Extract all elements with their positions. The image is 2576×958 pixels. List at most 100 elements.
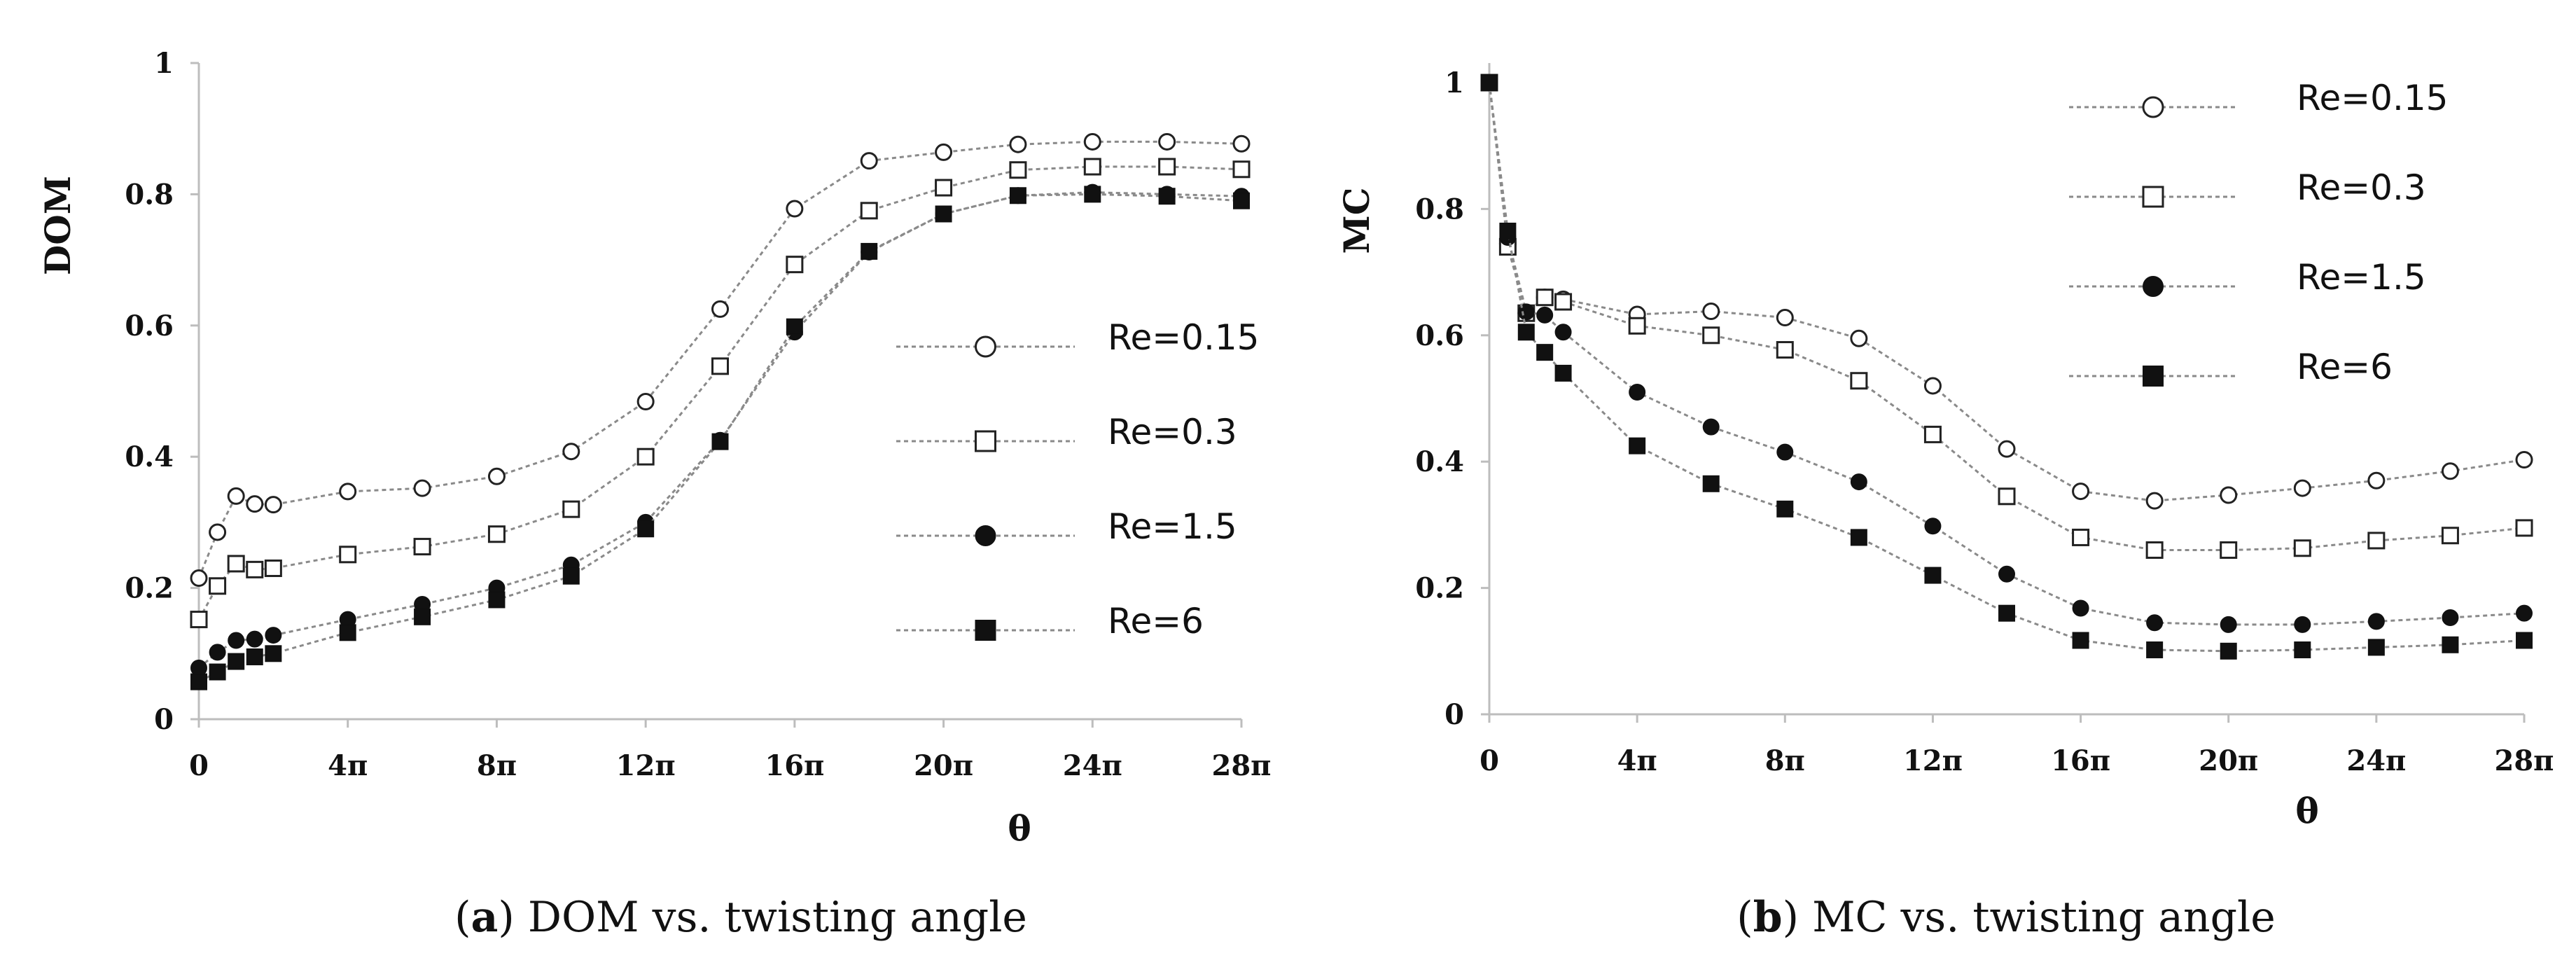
data-point [246, 630, 263, 648]
panel-b-caption-text: MC vs. twisting angle [1812, 893, 2276, 942]
legend-item: Re=6 [2069, 347, 2393, 387]
data-point [2072, 483, 2090, 501]
data-point [636, 392, 655, 410]
series-line [197, 140, 1242, 579]
y-tick-label: 0.2 [125, 572, 174, 605]
x-tick-label: 12π [1903, 744, 1963, 777]
data-point [2442, 636, 2459, 653]
data-point [1628, 317, 1646, 335]
panel-a-series [190, 132, 1251, 690]
data-point [1776, 500, 1794, 518]
data-point [2293, 539, 2311, 557]
data-point [265, 627, 282, 644]
x-tick-label: 4π [328, 749, 368, 782]
panel-a-x-label: θ [1008, 807, 1031, 849]
x-tick-label: 0 [1480, 744, 1499, 777]
panel-b-caption: (b) MC vs. twisting angle [1736, 893, 2276, 942]
data-point [2294, 641, 2311, 658]
data-point [487, 467, 506, 485]
data-point [2516, 604, 2533, 622]
data-point [1924, 518, 1942, 535]
data-point [562, 500, 580, 518]
data-point [1083, 132, 1101, 151]
legend-item: Re=0.3 [2069, 167, 2426, 208]
data-point [1998, 440, 2016, 458]
panel-a-caption-label: a [471, 893, 499, 942]
legend-label: Re=0.15 [2297, 78, 2448, 118]
data-point [2145, 541, 2164, 559]
data-point [1923, 425, 1942, 443]
legend-marker [975, 620, 996, 641]
data-point [2220, 486, 2238, 504]
y-tick-label: 0 [154, 703, 174, 736]
x-tick-label: 20π [2199, 744, 2258, 777]
data-point [1233, 192, 1250, 209]
data-point [190, 569, 208, 588]
data-point [209, 577, 227, 595]
x-tick-label: 16π [765, 749, 824, 782]
data-point [2146, 614, 2164, 632]
series-Re=1.5 [1481, 74, 2533, 633]
data-point [1998, 604, 2015, 622]
data-point [2146, 641, 2164, 658]
y-tick-label: 0 [1444, 698, 1464, 731]
data-point [2220, 616, 2237, 633]
data-point [1536, 289, 1554, 307]
legend-marker [2143, 276, 2164, 297]
data-point [786, 200, 804, 218]
data-point [1998, 487, 2016, 506]
x-tick-label: 8π [1765, 744, 1805, 777]
legend-item: Re=1.5 [896, 506, 1237, 547]
y-tick-label: 0.4 [125, 440, 174, 473]
legend-marker [975, 525, 996, 546]
data-point [2442, 609, 2459, 626]
y-tick-label: 0.2 [1415, 572, 1464, 605]
data-point [487, 525, 506, 543]
data-point [2367, 613, 2385, 630]
panel-a-caption: (a) DOM vs. twisting angle [454, 893, 1027, 942]
data-point [935, 179, 953, 197]
data-point [1536, 306, 1554, 324]
panel-a-y-label: DOM [37, 176, 78, 275]
legend-label: Re=0.15 [1108, 317, 1259, 358]
data-point [209, 644, 226, 661]
data-point [1158, 132, 1176, 151]
data-point [190, 673, 207, 690]
panel-b-chart: 0 0.2 0.4 0.6 0.8 1 0 4π 8π 12π 16π 20π 24π 28π Re=0… [1336, 63, 2554, 942]
data-point [562, 443, 580, 461]
x-tick-label: 8π [477, 749, 517, 782]
data-point [1702, 418, 1720, 436]
data-point [786, 318, 803, 335]
data-point [1776, 341, 1794, 359]
data-point [1629, 383, 1646, 401]
data-point [2441, 527, 2459, 545]
panel-b-caption-label: b [1753, 893, 1783, 942]
data-point [265, 645, 282, 662]
legend-label: Re=1.5 [1108, 506, 1237, 547]
data-point [1924, 567, 1942, 584]
legend-marker [2143, 366, 2164, 387]
series-line [197, 165, 1242, 620]
x-tick-label: 20π [914, 749, 973, 782]
data-point [935, 143, 953, 161]
data-point [562, 567, 580, 585]
data-point [935, 205, 952, 223]
data-point [1158, 188, 1176, 205]
data-point [2515, 519, 2533, 537]
data-point [1850, 329, 1868, 347]
legend-label: Re=6 [2297, 347, 2393, 387]
data-point [414, 608, 431, 625]
data-point [1554, 293, 1573, 311]
x-tick-label: 0 [189, 749, 209, 782]
data-point [1009, 187, 1026, 204]
legend-label: Re=0.3 [2297, 167, 2426, 208]
x-tick-label: 28π [2495, 744, 2554, 777]
legend-marker [2142, 186, 2164, 208]
legend-item: Re=1.5 [2069, 257, 2426, 298]
series-Re=0.3 [190, 158, 1251, 629]
data-point [861, 242, 878, 260]
legend-label: Re=1.5 [2297, 257, 2426, 298]
data-point [2367, 471, 2386, 490]
panel-b-legend: Re=0.15 Re=0.3 Re=1.5 Re=6 [2069, 78, 2448, 387]
data-point [339, 546, 357, 564]
